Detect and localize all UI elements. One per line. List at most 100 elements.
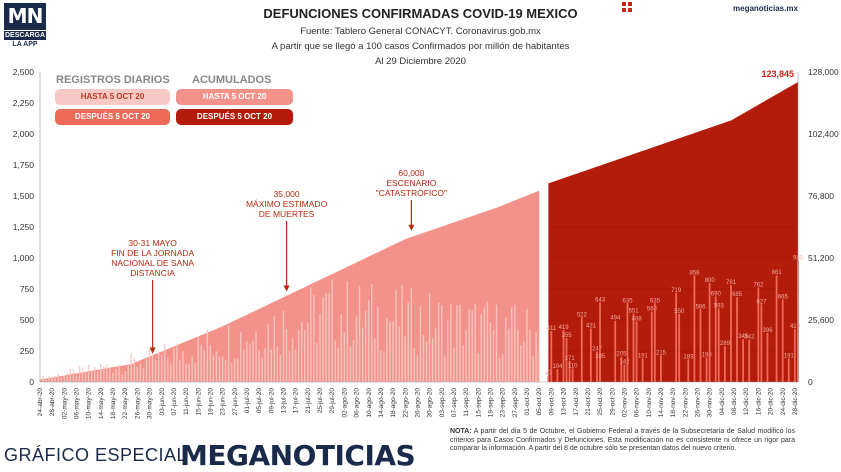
daily-bar	[133, 357, 135, 382]
daily-bar-after	[550, 331, 553, 382]
daily-bar	[206, 329, 209, 382]
daily-bar-after	[757, 287, 760, 382]
daily-bar	[154, 359, 157, 382]
daily-bar	[313, 294, 315, 382]
x-tick-label: 18-nov-20	[670, 388, 677, 418]
x-tick-label: 25-jul-20	[317, 388, 324, 414]
y-left-tick-label: 750	[20, 284, 34, 294]
app-logo-download[interactable]: DESCARGA	[4, 31, 46, 40]
x-tick-label: 09-jul-20	[268, 388, 275, 414]
x-tick-label: 28-dic-20	[792, 388, 799, 415]
x-tick-label: 14-may-20	[98, 388, 105, 419]
daily-bar	[188, 363, 190, 382]
daily-bar	[151, 349, 154, 382]
daily-bar	[93, 367, 96, 382]
daily-bar	[179, 359, 181, 382]
chart-subtitle: A partir que se llegó a 100 casos Confir…	[271, 41, 570, 52]
x-tick-label: 30-may-20	[147, 388, 154, 419]
daily-bar	[197, 335, 199, 382]
daily-bar	[124, 370, 126, 382]
daily-bar	[106, 364, 108, 382]
daily-bar	[246, 340, 248, 382]
daily-bar	[136, 366, 139, 382]
y-left-tick-label: 250	[20, 346, 34, 356]
daily-bar	[419, 305, 422, 382]
daily-bar	[90, 370, 93, 382]
y-left-tick-label: 500	[20, 315, 34, 325]
x-tick-label: 04-dic-20	[719, 388, 726, 415]
daily-bar	[176, 343, 178, 382]
daily-bar	[501, 354, 504, 382]
daily-bar	[425, 341, 428, 382]
site-link[interactable]: meganoticias.mx	[733, 4, 798, 13]
daily-bar	[218, 356, 221, 382]
daily-label: 762	[753, 283, 764, 289]
daily-bar	[407, 302, 409, 382]
daily-bar	[142, 368, 145, 382]
note-label: NOTA:	[450, 428, 472, 435]
daily-bar	[282, 310, 285, 382]
daily-bar	[221, 356, 224, 382]
y-left-tick-label: 2,500	[13, 67, 35, 77]
daily-label: 419	[559, 325, 570, 331]
daily-bar	[355, 315, 358, 382]
daily-label: 47	[545, 371, 552, 377]
app-logo-app: LA APP	[12, 41, 38, 48]
daily-label: 522	[577, 312, 588, 318]
daily-bar	[504, 317, 507, 382]
daily-bar	[495, 304, 498, 382]
daily-label: 800	[705, 278, 716, 284]
daily-label: 185	[595, 354, 606, 360]
daily-label: 396	[763, 328, 774, 334]
daily-bar	[404, 336, 406, 382]
daily-bar	[331, 279, 333, 382]
daily-bar	[227, 324, 230, 382]
daily-bar	[145, 358, 148, 382]
daily-bar-after	[641, 358, 644, 382]
x-tick-label: 20-dic-20	[768, 388, 775, 415]
legend-daily-before: HASTA 5 OCT 20	[55, 89, 170, 105]
daily-bar	[240, 331, 242, 382]
y-right-tick-label: 51,200	[808, 253, 834, 263]
y-right-tick-label: 0	[808, 377, 813, 387]
daily-label: 494	[610, 316, 621, 322]
daily-bar	[285, 329, 288, 382]
daily-bar	[377, 307, 379, 382]
daily-bar	[349, 346, 352, 382]
daily-bar	[310, 287, 312, 382]
app-logo[interactable]: MN	[4, 3, 46, 30]
y-left-tick-label: 2,250	[13, 98, 35, 108]
daily-bar-after	[723, 346, 726, 382]
annotation-arrowhead	[408, 224, 415, 231]
y-left-tick-label: 2,000	[13, 129, 35, 139]
daily-bar	[255, 332, 257, 382]
daily-bar-after	[730, 285, 732, 382]
daily-bar	[173, 347, 175, 382]
daily-bar	[243, 349, 245, 382]
x-tick-label: 03-sep-20	[439, 388, 446, 418]
x-tick-label: 30-nov-20	[707, 388, 714, 418]
daily-bar	[48, 376, 50, 382]
x-tick-label: 22-ago-20	[402, 388, 409, 418]
daily-label: 719	[671, 288, 682, 294]
daily-label: 550	[674, 309, 685, 315]
daily-bar	[316, 343, 318, 382]
x-tick-label: 24-abr-20	[37, 388, 44, 417]
daily-bar-after	[562, 330, 565, 382]
daily-bar	[328, 292, 330, 382]
annotation-text: DISTANCIA	[130, 268, 175, 278]
x-tick-label: 01-oct-20	[524, 388, 531, 416]
x-tick-label: 12-dic-20	[743, 388, 750, 415]
daily-bar	[224, 360, 227, 382]
daily-bar-after	[693, 275, 696, 382]
daily-bar-after	[717, 308, 720, 382]
daily-label: 431	[586, 324, 597, 330]
daily-label: 690	[711, 291, 722, 297]
daily-bar	[389, 321, 391, 382]
y-left-tick-label: 1,000	[13, 253, 35, 263]
daily-bar	[468, 309, 470, 382]
annotation-text: MÁXIMO ESTIMADO	[246, 199, 328, 209]
footer-brand-logo: MEGANOTICIAS	[180, 439, 416, 472]
daily-bar	[526, 308, 528, 382]
daily-bar	[291, 337, 294, 382]
